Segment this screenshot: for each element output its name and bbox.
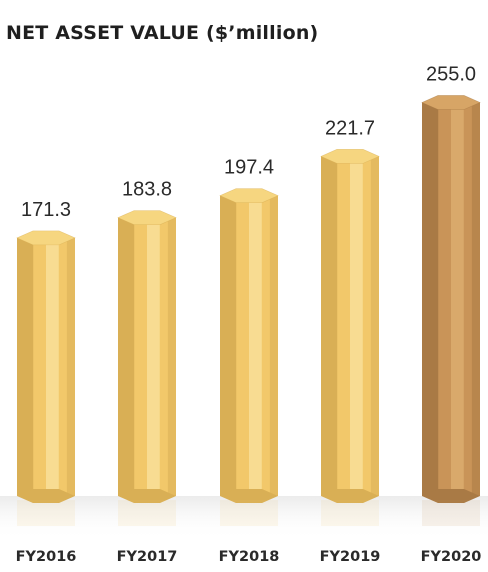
bar-reflection [220, 500, 278, 526]
bar-facet-center [451, 102, 464, 497]
bar-top-cap [219, 188, 279, 203]
bar-base-cap [220, 489, 278, 503]
bar-FY2016 [16, 230, 76, 526]
bar-FY2018 [219, 188, 279, 526]
value-label: 197.4 [224, 157, 274, 179]
bar-facet-left [118, 217, 135, 496]
bar-FY2020 [421, 95, 481, 526]
bar-facet-center [46, 237, 59, 497]
category-label: FY2018 [219, 549, 280, 565]
bar-facet-right [167, 217, 176, 496]
chart-title: NET ASSET VALUE ($’million) [6, 22, 319, 44]
bar-reflection [321, 500, 379, 526]
category-label: FY2016 [16, 549, 77, 565]
bar-FY2017 [117, 210, 177, 526]
value-label: 221.7 [325, 117, 375, 139]
bar-base-cap [321, 489, 379, 503]
bar-facet-left [321, 156, 338, 496]
bar-facet-center [147, 217, 160, 496]
category-label: FY2017 [117, 549, 178, 565]
bar-base-cap [17, 489, 75, 503]
value-label: 171.3 [21, 199, 71, 221]
bar-reflection [118, 500, 176, 526]
value-label: 183.8 [122, 179, 172, 201]
bar-facet-left [220, 195, 237, 497]
bar-facet-right [269, 195, 278, 497]
bar-facet-center [350, 156, 363, 496]
bar-facet-left [422, 102, 439, 497]
bar-FY2019 [320, 149, 380, 526]
category-label: FY2020 [421, 549, 482, 565]
floor-shadow [0, 496, 488, 540]
bar-top-cap [320, 149, 380, 164]
bar-facet-right [471, 102, 480, 497]
bar-facet-left [17, 237, 34, 497]
bar-top-cap [117, 210, 177, 225]
bar-top-cap [16, 230, 76, 246]
value-label: 255.0 [426, 63, 476, 85]
bar-top-cap [421, 95, 481, 110]
bar-reflection [422, 500, 480, 526]
bar-facet-center [249, 195, 262, 497]
bar-facet-right [66, 237, 75, 497]
category-label: FY2019 [320, 549, 381, 565]
bar-base-cap [422, 489, 480, 503]
bar-reflection [17, 500, 75, 526]
bar-facet-right [370, 156, 379, 496]
bar-base-cap [118, 489, 176, 503]
